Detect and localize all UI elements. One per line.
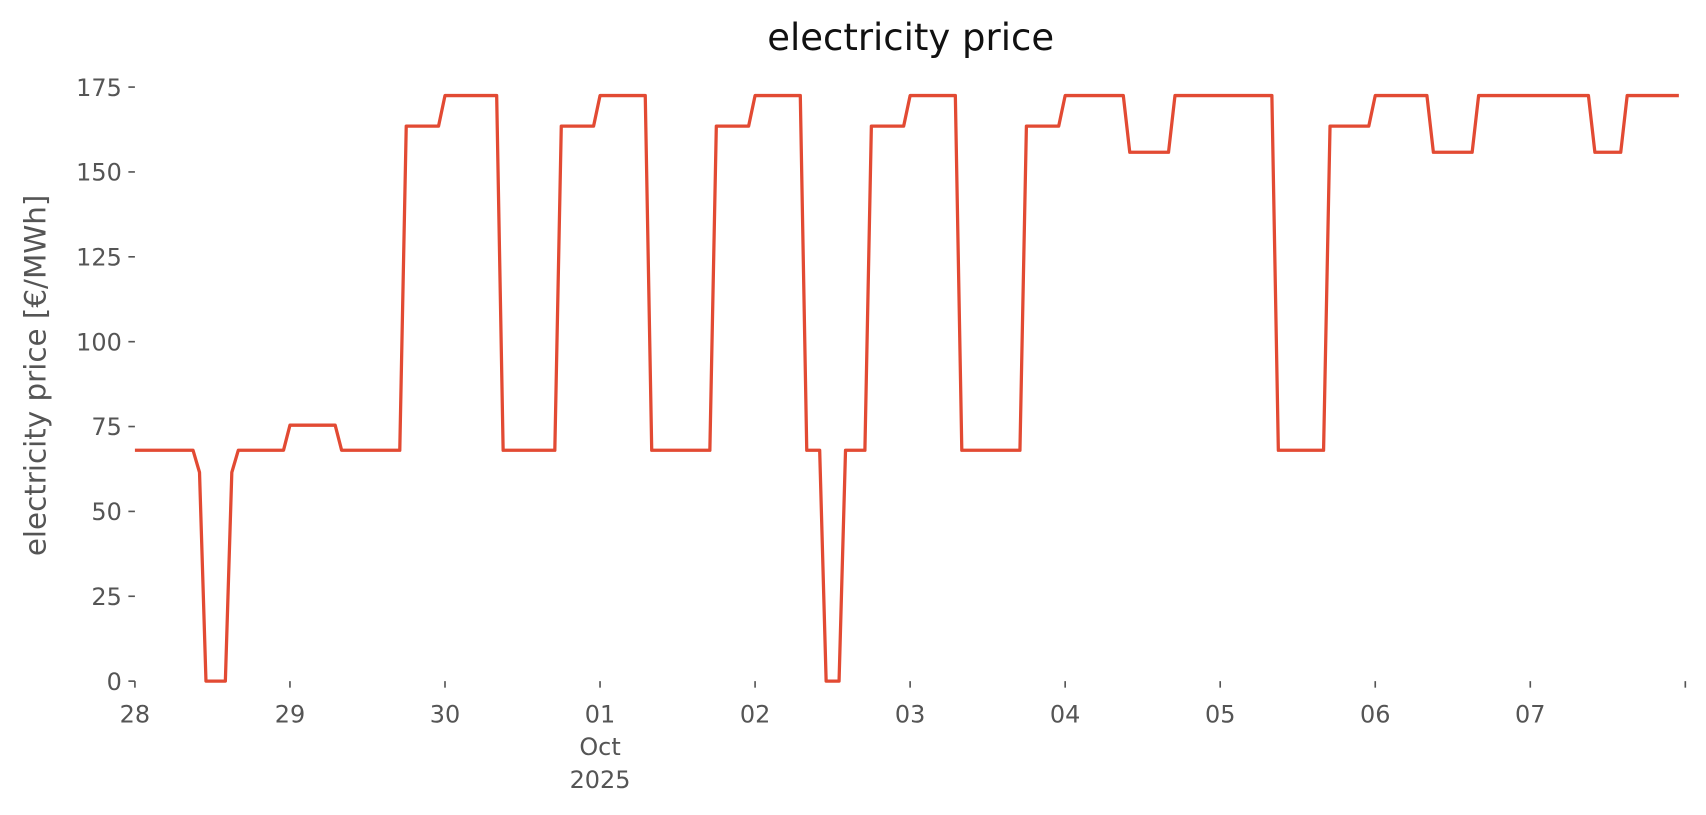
x-tick-label: 02 bbox=[740, 700, 770, 728]
y-tick-label: 75 bbox=[91, 413, 121, 441]
x-tick-label: 29 bbox=[275, 700, 305, 728]
y-tick-label: 50 bbox=[91, 498, 121, 526]
chart-title: electricity price bbox=[767, 16, 1054, 59]
x-tick-label: 04 bbox=[1050, 700, 1080, 728]
y-tick-label: 125 bbox=[76, 244, 122, 272]
y-tick-label: 175 bbox=[76, 74, 122, 102]
y-tick-label: 0 bbox=[107, 668, 122, 696]
y-tick-label: 25 bbox=[91, 583, 121, 611]
x-tick-label: 30 bbox=[430, 700, 460, 728]
x-tick-label: 01 Oct 2025 bbox=[570, 700, 631, 793]
x-tick-label: 07 bbox=[1515, 700, 1545, 728]
y-tick-label: 150 bbox=[76, 159, 122, 187]
x-tick-label: 05 bbox=[1205, 700, 1235, 728]
y-tick-label: 100 bbox=[76, 328, 122, 356]
x-tick-label: 28 bbox=[120, 700, 150, 728]
x-tick-label: 03 bbox=[895, 700, 925, 728]
y-axis-label: electricity price [€/MWh] bbox=[19, 195, 53, 557]
x-tick-label: 06 bbox=[1360, 700, 1390, 728]
price-line bbox=[134, 93, 1679, 683]
